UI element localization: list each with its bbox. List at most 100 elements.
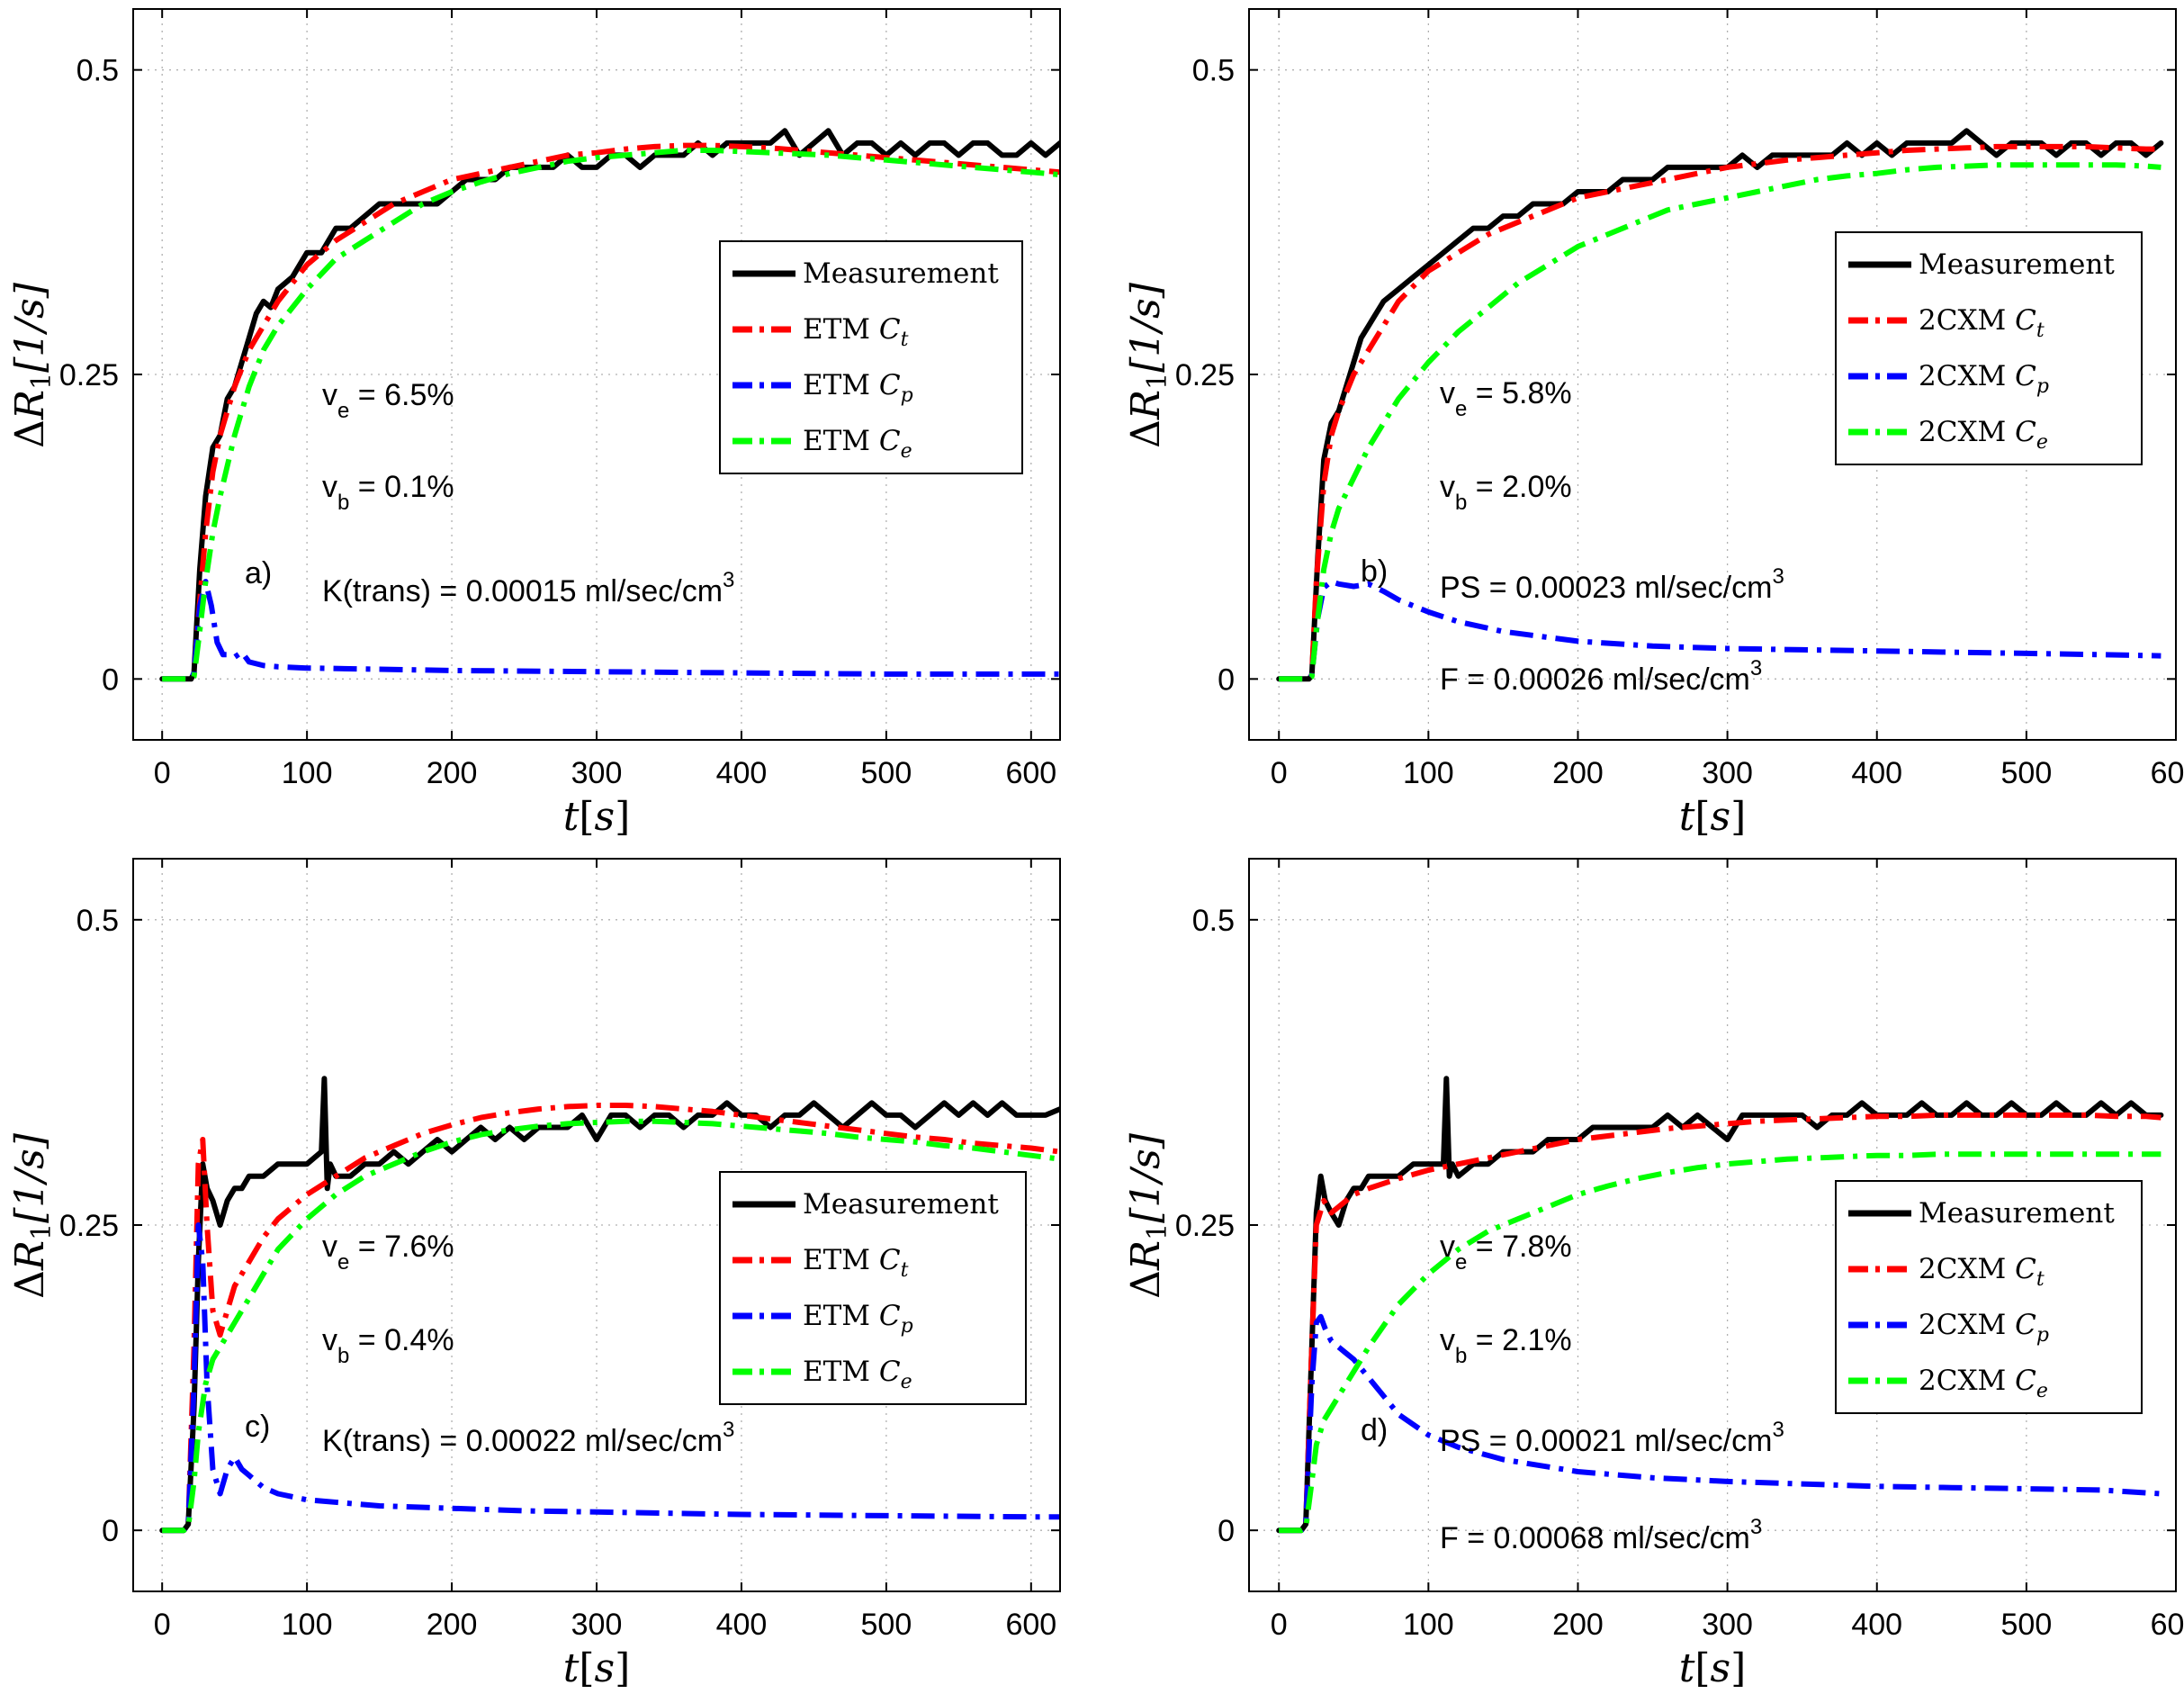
series-line-2cxm-c-t — [1279, 143, 2162, 682]
x-tick-label: 0 — [154, 756, 171, 790]
y-axis-label-group: ΔR1[1/s] — [7, 282, 58, 448]
x-tick-label: 300 — [571, 756, 623, 790]
legend-label: 2CXM Cp — [1919, 1309, 2049, 1347]
annotation: PS = 0.00021 ml/sec/cm3 — [1440, 1418, 1784, 1458]
series-line-2cxm-c-e — [1279, 162, 2162, 682]
legend-label: ETM Ce — [803, 425, 912, 463]
y-tick-label: 0.5 — [1192, 54, 1235, 88]
plot-frame — [1248, 858, 2177, 1592]
annotation: ve = 5.8% — [1440, 376, 1572, 421]
annotation: ve = 6.5% — [322, 378, 454, 423]
legend-label: ETM Cp — [803, 1300, 913, 1338]
x-tick-label: 300 — [1702, 1608, 1753, 1642]
legend: Measurement ETM Ct ETM Cp ETM Ce — [719, 240, 1023, 474]
panel-1: 0 100 200 300 400 500 600 0 0.25 0.5 t[s] ΔR1[1/s] a… — [7, 8, 1061, 840]
series-group — [159, 128, 1060, 682]
x-tick-label: 400 — [716, 1608, 768, 1642]
legend-label: 2CXM Ce — [1919, 416, 2048, 454]
x-tick-label: 600 — [2151, 756, 2184, 790]
panel-label: c) — [245, 1410, 270, 1444]
x-tick-label: 200 — [1552, 1608, 1604, 1642]
series-line-2cxm-c-e — [1279, 1151, 2162, 1534]
panel-label: a) — [245, 556, 272, 590]
annotation: vb = 0.1% — [322, 470, 454, 515]
x-tick-label: 500 — [861, 1608, 912, 1642]
x-tick-label: 0 — [1271, 1608, 1288, 1642]
x-tick-label: 300 — [1702, 756, 1753, 790]
x-tick-label: 400 — [716, 756, 768, 790]
panel-3: 0 100 200 300 400 500 600 0 0.25 0.5 t[s] ΔR1[1/s] c… — [7, 858, 1061, 1691]
panel-2: 0 100 200 300 400 500 600 0 0.25 0.5 t[s] ΔR1[1/s] b… — [1123, 8, 2184, 840]
x-axis-label: t[s] — [563, 794, 631, 840]
x-tick-label: 300 — [571, 1608, 623, 1642]
y-tick-label: 0.25 — [59, 358, 119, 392]
y-tick-label: 0 — [1218, 662, 1235, 697]
annotation: F = 0.00068 ml/sec/cm3 — [1440, 1515, 1762, 1555]
y-tick-label: 0.25 — [1175, 358, 1235, 392]
legend-box — [719, 1171, 1027, 1405]
annotation: K(trans) = 0.00022 ml/sec/cm3 — [322, 1418, 734, 1458]
annotation: PS = 0.00023 ml/sec/cm3 — [1440, 564, 1784, 605]
y-tick-label: 0.5 — [76, 904, 119, 938]
y-axis-label-group: ΔR1[1/s] — [1123, 282, 1173, 448]
series-line-etm-c-t — [162, 142, 1060, 682]
y-axis-label-group: ΔR1[1/s] — [7, 1132, 58, 1299]
panel-label: d) — [1361, 1413, 1388, 1447]
series-line-measurement — [159, 1076, 1060, 1534]
x-tick-label: 200 — [427, 756, 478, 790]
annotation: vb = 2.0% — [1440, 470, 1572, 515]
series-line-etm-c-e — [162, 1118, 1060, 1534]
legend-label: ETM Ce — [803, 1356, 912, 1393]
y-axis-label: ΔR1[1/s] — [7, 282, 58, 448]
x-tick-label: 400 — [1851, 756, 1902, 790]
x-tick-label: 400 — [1851, 1608, 1902, 1642]
legend-box — [719, 240, 1023, 474]
legend-label: 2CXM Ct — [1919, 304, 2045, 342]
legend-label: Measurement — [1919, 1197, 2115, 1230]
annotation: vb = 2.1% — [1440, 1323, 1572, 1368]
x-tick-label: 200 — [1552, 756, 1604, 790]
panel-4: 0 100 200 300 400 500 600 0 0.25 0.5 t[s] ΔR1[1/s] d… — [1123, 858, 2184, 1691]
y-tick-label: 0.25 — [59, 1209, 119, 1243]
y-axis-label: ΔR1[1/s] — [7, 1132, 58, 1299]
legend: Measurement 2CXM Ct 2CXM Cp 2CXM Ce — [1835, 1180, 2143, 1414]
x-tick-label: 100 — [282, 1608, 333, 1642]
y-axis-label: ΔR1[1/s] — [1123, 1132, 1173, 1299]
panel-label: b) — [1361, 554, 1388, 589]
plot-frame — [132, 858, 1061, 1592]
x-tick-label: 600 — [1005, 756, 1056, 790]
x-axis-label: t[s] — [1679, 1645, 1747, 1691]
series-line-etm-c-e — [162, 148, 1060, 682]
legend-label: ETM Cp — [803, 369, 913, 407]
series-line-2cxm-c-t — [1279, 1112, 2162, 1534]
annotation: vb = 0.4% — [322, 1323, 454, 1368]
annotation: F = 0.00026 ml/sec/cm3 — [1440, 656, 1762, 697]
series-line-2cxm-c-p — [1279, 1313, 2162, 1534]
y-axis-label: ΔR1[1/s] — [1123, 282, 1173, 448]
x-tick-label: 600 — [2151, 1608, 2184, 1642]
legend-label: Measurement — [1919, 248, 2115, 281]
series-line-etm-c-p — [162, 1222, 1060, 1534]
series-line-measurement — [1276, 128, 2164, 682]
plot-frame — [1248, 8, 2177, 741]
series-group — [1276, 128, 2164, 682]
legend: Measurement ETM Ct ETM Cp ETM Ce — [719, 1171, 1027, 1405]
legend-label: Measurement — [803, 257, 999, 290]
y-tick-label: 0 — [102, 1514, 119, 1548]
x-tick-label: 100 — [1403, 1608, 1454, 1642]
series-group — [1276, 1076, 2164, 1534]
x-tick-label: 0 — [154, 1608, 171, 1642]
y-tick-label: 0.5 — [76, 54, 119, 88]
series-line-etm-c-p — [162, 579, 1060, 682]
legend-label: 2CXM Cp — [1919, 360, 2049, 398]
legend-label: 2CXM Ct — [1919, 1253, 2045, 1291]
y-tick-label: 0.5 — [1192, 904, 1235, 938]
legend-box — [1835, 231, 2143, 465]
legend-label: ETM Ct — [803, 313, 909, 351]
annotation: ve = 7.6% — [322, 1230, 454, 1275]
x-axis-label: t[s] — [563, 1645, 631, 1691]
y-tick-label: 0 — [102, 662, 119, 697]
legend-label: 2CXM Ce — [1919, 1365, 2048, 1402]
annotation: K(trans) = 0.00015 ml/sec/cm3 — [322, 568, 734, 608]
x-tick-label: 0 — [1271, 756, 1288, 790]
